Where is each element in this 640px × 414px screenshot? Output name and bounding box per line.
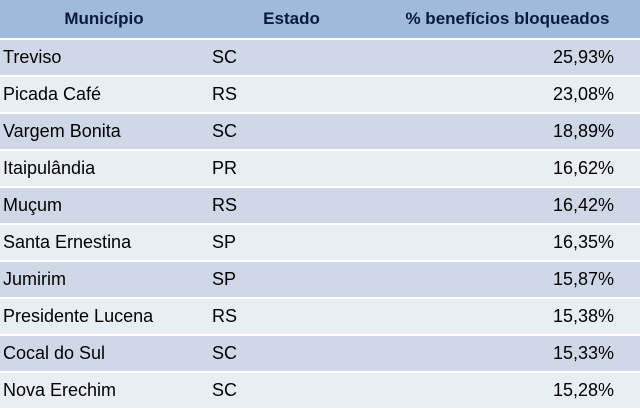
- municipality-cell: Santa Ernestina: [0, 224, 208, 262]
- table-row: Nova Erechim SC 15,28%: [0, 372, 640, 410]
- municipality-cell: Treviso: [0, 39, 208, 77]
- percent-cell: 23,08%: [375, 76, 640, 114]
- municipality-cell: Muçum: [0, 187, 208, 225]
- state-cell: SC: [208, 372, 375, 410]
- municipality-cell: Picada Café: [0, 76, 208, 114]
- header-cell: % benefícios bloqueados: [375, 0, 640, 40]
- municipality-cell: Cocal do Sul: [0, 335, 208, 373]
- table-row: Jumirim SP 15,87%: [0, 261, 640, 299]
- percent-cell: 15,33%: [375, 335, 640, 373]
- percent-cell: 16,35%: [375, 224, 640, 262]
- table-row: Cocal do Sul SC 15,33%: [0, 335, 640, 373]
- header-row: Município Estado% benefícios bloqueados: [0, 0, 640, 40]
- state-cell: SC: [208, 335, 375, 373]
- percent-cell: 16,62%: [375, 150, 640, 188]
- state-cell: SP: [208, 224, 375, 262]
- percent-cell: 15,38%: [375, 298, 640, 336]
- table-row: Santa Ernestina SP 16,35%: [0, 224, 640, 262]
- percent-cell: 15,28%: [375, 372, 640, 410]
- table-row: Muçum RS 16,42%: [0, 187, 640, 225]
- municipality-cell: Itaipulândia: [0, 150, 208, 188]
- percent-cell: 15,87%: [375, 261, 640, 299]
- state-cell: RS: [208, 187, 375, 225]
- municipality-cell: Vargem Bonita: [0, 113, 208, 151]
- table-row: Presidente Lucena RS 15,38%: [0, 298, 640, 336]
- state-cell: PR: [208, 150, 375, 188]
- percent-cell: 18,89%: [375, 113, 640, 151]
- header-cell: Município: [0, 0, 208, 40]
- header-cell: Estado: [208, 0, 375, 40]
- municipality-cell: Presidente Lucena: [0, 298, 208, 336]
- table-body: Treviso SC 25,93% Picada Café RS 23,08% Vargem…: [0, 39, 640, 410]
- table-row: Treviso SC 25,93%: [0, 39, 640, 77]
- percent-cell: 16,42%: [375, 187, 640, 225]
- state-cell: SP: [208, 261, 375, 299]
- percent-cell: 25,93%: [375, 39, 640, 77]
- state-cell: RS: [208, 298, 375, 336]
- state-cell: SC: [208, 113, 375, 151]
- state-cell: RS: [208, 76, 375, 114]
- table-row: Picada Café RS 23,08%: [0, 76, 640, 114]
- state-cell: SC: [208, 39, 375, 77]
- table-row: Vargem Bonita SC 18,89%: [0, 113, 640, 151]
- table-row: Itaipulândia PR 16,62%: [0, 150, 640, 188]
- municipality-cell: Jumirim: [0, 261, 208, 299]
- municipality-cell: Nova Erechim: [0, 372, 208, 410]
